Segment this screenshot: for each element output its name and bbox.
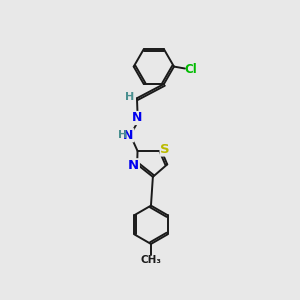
Text: H: H: [125, 92, 134, 102]
Text: S: S: [160, 143, 170, 156]
Text: CH₃: CH₃: [140, 255, 161, 265]
Text: N: N: [123, 129, 134, 142]
Text: H: H: [118, 130, 127, 140]
Text: N: N: [132, 112, 142, 124]
Text: N: N: [128, 159, 139, 172]
Text: Cl: Cl: [184, 63, 197, 76]
